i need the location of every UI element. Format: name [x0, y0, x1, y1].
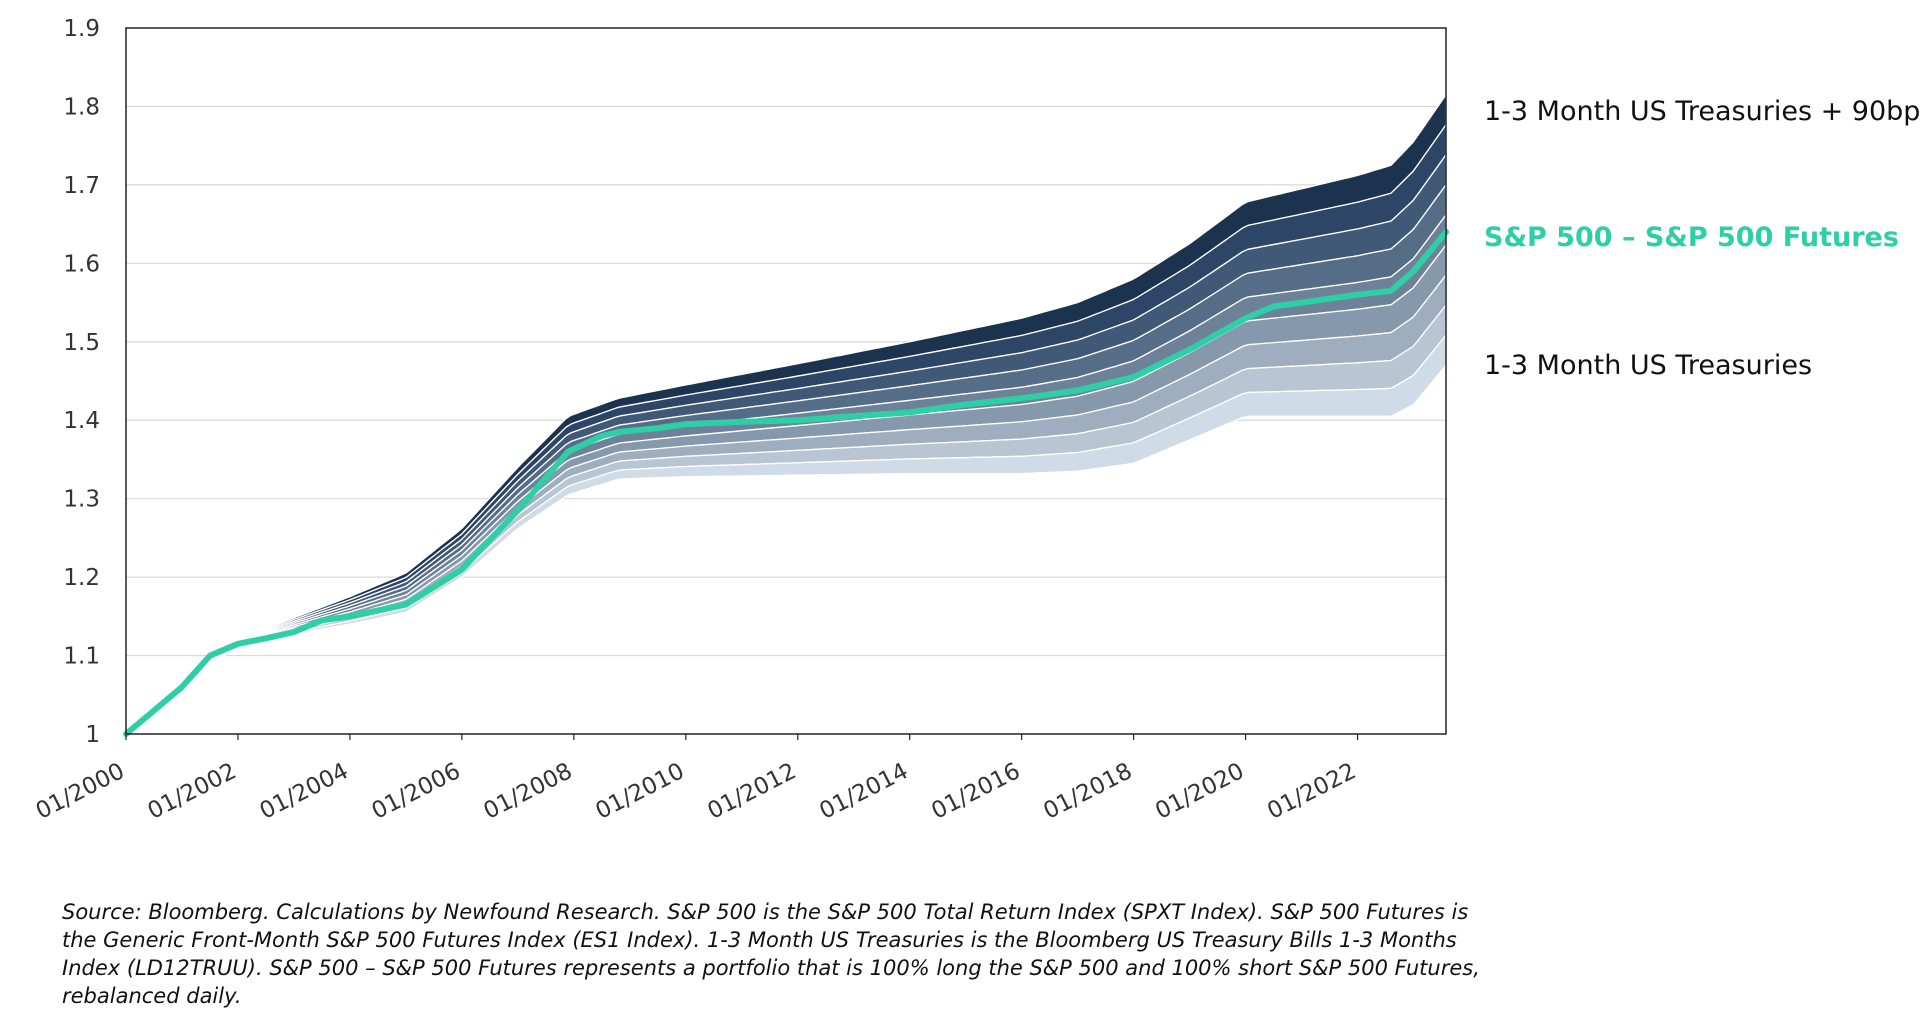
x-tick-label: 01/2012 [704, 758, 801, 825]
x-tick-label: 01/2004 [256, 758, 353, 825]
legend-label-treasuries-plus-90bp: 1-3 Month US Treasuries + 90bp [1484, 96, 1920, 127]
x-tick-label: 01/2018 [1039, 758, 1136, 825]
y-tick-label: 1.2 [63, 565, 100, 591]
y-tick-label: 1.8 [63, 94, 100, 120]
series-lines [123, 229, 1449, 737]
source-note: Source: Bloomberg. Calculations by Newfo… [62, 900, 1480, 1008]
x-tick-label: 01/2010 [592, 758, 689, 825]
x-tick-label: 01/2014 [815, 758, 912, 825]
x-axis-ticks: 01/2000 01/2002 01/2004 01/2006 01/2008 01/20… [32, 734, 1360, 825]
y-tick-label: 1.1 [63, 644, 100, 670]
treasury-bands [125, 94, 1447, 735]
grid [126, 105, 1446, 657]
y-tick-label: 1.5 [63, 330, 100, 356]
y-tick-label: 1.6 [63, 251, 100, 277]
y-tick-label: 1.4 [63, 408, 100, 434]
y-tick-label: 1 [85, 722, 100, 748]
y-axis-ticks: 1 1.1 1.2 1.3 1.4 1.5 1.6 1.7 1.8 1.9 [63, 16, 100, 748]
x-tick-label: 01/2000 [32, 758, 129, 825]
legend-label-sp500-minus-futures: S&P 500 – S&P 500 Futures [1484, 222, 1899, 253]
plot-frame [125, 27, 1447, 735]
x-tick-label: 01/2016 [927, 758, 1024, 825]
legend-label-treasuries: 1-3 Month US Treasuries [1484, 350, 1813, 381]
x-tick-label: 01/2002 [144, 758, 241, 825]
x-tick-label: 01/2006 [368, 758, 465, 825]
y-tick-label: 1.9 [63, 16, 100, 42]
x-tick-label: 01/2020 [1151, 758, 1248, 825]
x-tick-label: 01/2008 [480, 758, 577, 825]
x-tick-label: 01/2022 [1263, 758, 1360, 825]
y-tick-label: 1.3 [63, 487, 100, 513]
y-tick-label: 1.7 [63, 173, 100, 199]
series-line-sp500-minus-futures [123, 229, 1449, 737]
